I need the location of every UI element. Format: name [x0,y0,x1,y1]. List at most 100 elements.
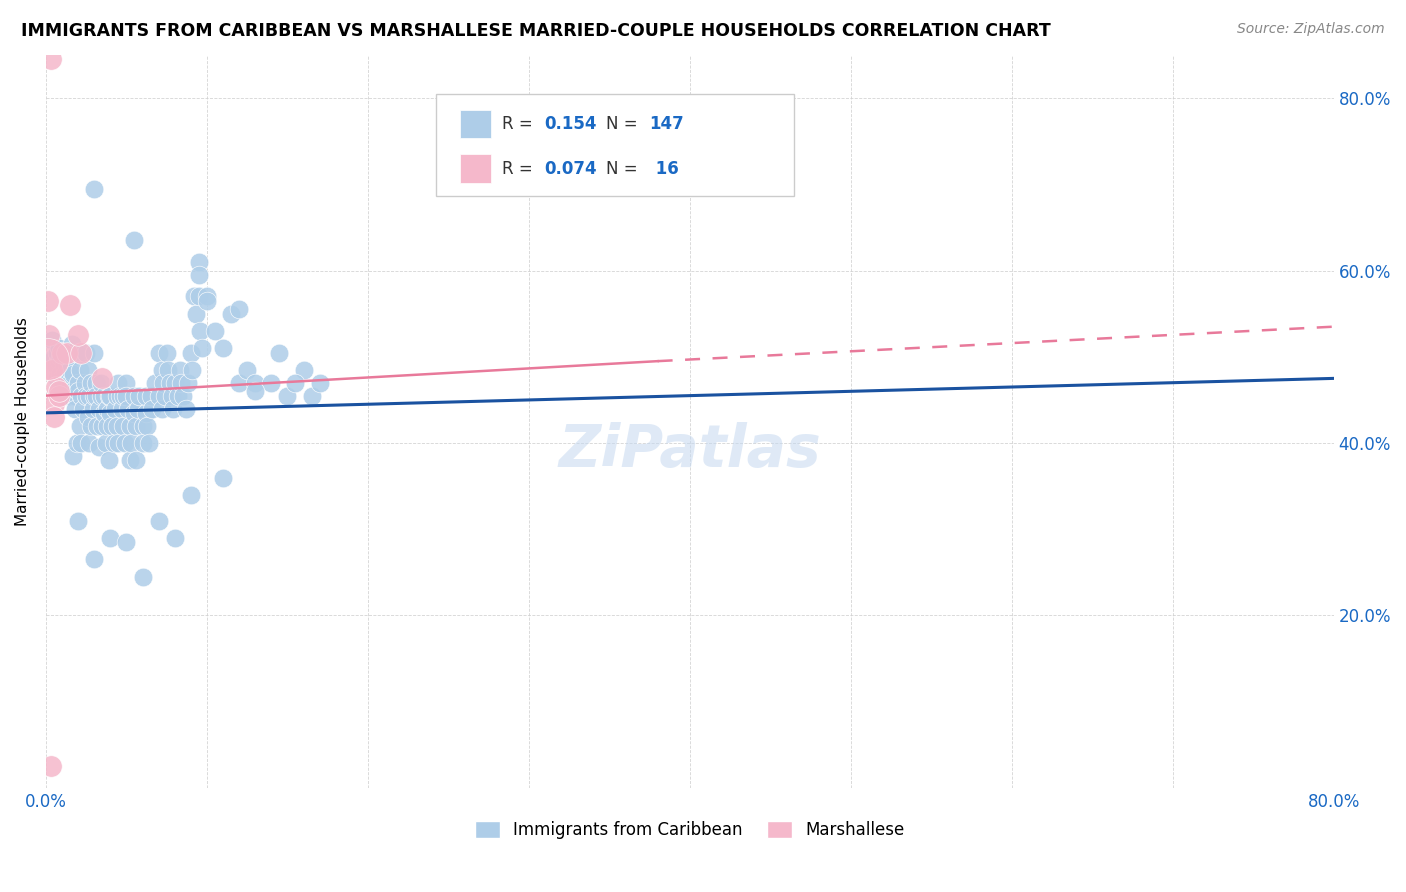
Point [83,389,105,403]
Point [162,401,184,416]
Point [98,531,121,545]
Point [103,436,125,450]
Point [49,367,72,381]
Point [117,401,139,416]
Point [93,406,115,420]
Point [79,436,101,450]
Point [82,401,104,416]
Point [174,401,197,416]
Point [83,345,105,359]
Point [105,418,128,433]
Point [160,389,183,403]
Text: ZiPatlas: ZiPatlas [558,422,821,479]
Point [97,453,120,467]
Point [93,389,115,403]
Point [97,389,120,403]
Point [70,389,93,403]
Point [59,363,82,377]
Point [135,406,157,420]
Point [45,380,67,394]
Text: R =: R = [502,115,538,133]
Point [90,389,112,403]
Text: N =: N = [606,160,643,178]
Point [56,384,79,399]
Point [135,389,157,403]
Point [156,345,179,359]
Point [141,401,163,416]
Point [187,268,209,282]
Point [131,418,153,433]
Point [53,367,76,381]
Point [39,759,62,773]
Point [83,182,105,196]
Legend: Immigrants from Caribbean, Marshallese: Immigrants from Caribbean, Marshallese [468,814,911,846]
Point [204,324,226,338]
Point [115,535,138,549]
Point [58,389,80,403]
Point [104,401,127,416]
Point [190,324,212,338]
Point [70,436,93,450]
Point [90,376,112,390]
Y-axis label: Married-couple Households: Married-couple Households [15,317,30,526]
Point [107,376,129,390]
Point [170,376,193,390]
Text: N =: N = [606,115,643,133]
Point [124,406,146,420]
Point [101,418,124,433]
Point [86,418,108,433]
Point [62,449,84,463]
Point [51,380,73,394]
Point [260,376,283,390]
Point [46,345,69,359]
Point [131,569,153,583]
Point [150,363,173,377]
Point [65,345,87,359]
Point [96,418,118,433]
Point [59,298,82,312]
Point [157,363,180,377]
Point [152,376,174,390]
Point [138,436,160,450]
Point [105,389,128,403]
Point [187,289,209,303]
Point [112,418,135,433]
Point [48,341,70,355]
Point [131,436,153,450]
Point [115,389,138,403]
Point [67,376,90,390]
Point [219,307,242,321]
Point [139,389,162,403]
Point [48,354,70,368]
Text: 147: 147 [650,115,685,133]
Point [125,453,148,467]
Point [148,389,170,403]
Text: IMMIGRANTS FROM CARIBBEAN VS MARSHALLESE MARRIED-COUPLE HOUSEHOLDS CORRELATION C: IMMIGRANTS FROM CARIBBEAN VS MARSHALLESE… [21,22,1050,40]
Point [191,341,214,355]
Point [120,436,142,450]
Point [91,418,114,433]
Point [180,345,202,359]
Point [48,389,70,403]
Point [163,531,186,545]
Point [98,389,121,403]
Point [169,363,191,377]
Point [84,389,107,403]
Point [111,401,134,416]
Point [60,384,83,399]
Point [87,401,110,416]
Point [150,401,173,416]
Point [167,389,190,403]
Point [163,376,186,390]
Point [63,401,86,416]
Point [67,384,90,399]
Point [187,255,209,269]
Point [269,345,291,359]
Point [79,389,101,403]
Point [153,389,176,403]
Point [80,418,103,433]
Point [176,376,198,390]
Point [212,470,235,484]
Point [83,552,105,566]
Point [53,345,76,359]
